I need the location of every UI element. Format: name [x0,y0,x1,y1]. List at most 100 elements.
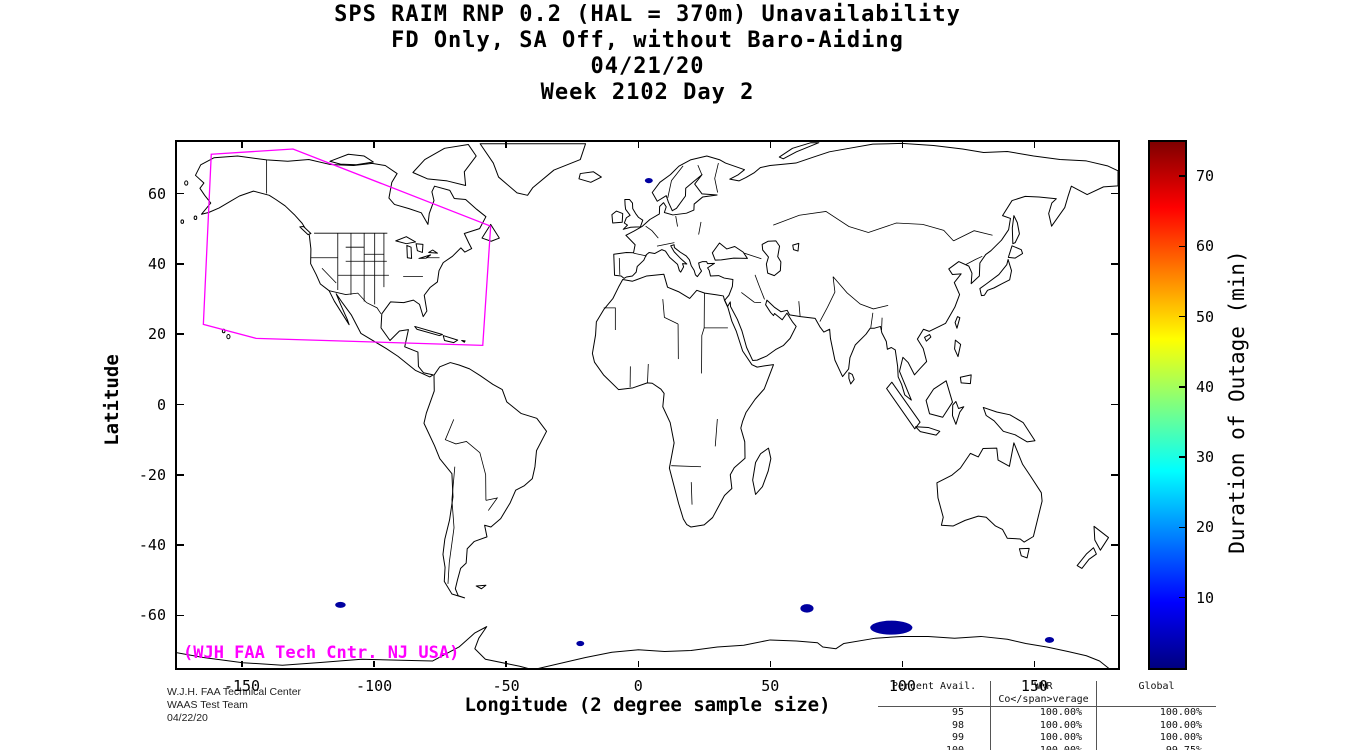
stats-cell: 100.00% [990,732,1096,745]
waas-coverage-outline [203,149,490,345]
stats-cell: 99 [951,732,964,743]
borneo-outline [926,381,952,417]
colorbar-tick-mark [1179,175,1186,177]
y-tick-label: -60 [138,606,166,625]
hainan-outline [925,335,931,342]
britain-outline [623,200,643,230]
y-tick-mark [1111,403,1118,406]
title-line-3: 04/21/20 [590,54,705,79]
title-line-2: FD Only, SA Off, without Baro-Aiding [391,28,904,53]
y-tick-mark [1111,544,1118,546]
y-tick-mark [177,333,184,335]
vancouver-island-outline [300,227,311,235]
x-tick-label: 0 [633,677,643,695]
x-axis-label: Longitude (2 degree sample size) [464,694,831,716]
caspian-sea-outline [762,241,781,276]
x-tick-label: -50 [492,677,520,695]
stats-table-row: 98 100.00% 100.00% [878,719,1216,732]
aral-sea-outline [793,243,799,251]
y-tick-mark [1111,263,1118,265]
x-tick-mark [241,142,243,148]
stats-cell: 100 [945,744,964,750]
outage-region [335,601,346,608]
x-tick-mark [901,661,904,667]
y-tick-label: 20 [147,325,166,344]
africa-outline [592,274,773,527]
credit-line-1: W.J.H. FAA Technical Center [167,686,302,698]
stats-cell: 100.00% [990,707,1096,720]
iceland-outline [579,172,601,183]
stats-cell: 100.00% [990,719,1096,732]
x-tick-mark [769,142,772,148]
x-tick-mark [637,661,639,667]
hispaniola-outline [443,336,457,343]
world-map [177,142,1118,668]
y-tick-label: 0 [156,395,166,414]
falklands-outline [476,585,486,589]
stats-cell: 95 [951,707,964,718]
aleutian-island-dot [194,216,197,220]
colorbar-tick-mark [1179,315,1186,318]
antarctica-outline [177,627,1118,668]
y-tick-mark [1111,614,1118,617]
colorbar-tick-label: 70 [1196,167,1215,186]
outage-region [800,604,814,613]
black-sea-outline [712,243,747,260]
new-guinea-outline [983,407,1035,441]
y-tick-mark [177,263,184,265]
sulawesi-outline [952,401,963,424]
stats-header-row: Percent Avail. WNR Co</span>verage Globa… [878,681,1216,707]
stats-cell: 99.75% [1096,744,1216,750]
sakhalin-outline [1012,216,1019,244]
cuba-outline [415,326,443,335]
y-tick-label: 40 [147,254,166,273]
taiwan-outline [955,317,960,329]
colorbar-tick-mark [1179,386,1186,388]
new-zealand-south-outline [1077,548,1096,569]
outage-regions [335,177,1055,647]
colorbar-tick-label: 60 [1196,237,1215,256]
map-plot-area [175,140,1120,670]
outage-region [576,640,585,647]
hokkaido-outline [1008,246,1022,258]
baffin-island-outline [413,144,476,185]
stats-header-wnr-coverage: WNR Co</span>verage [990,681,1096,707]
x-tick-mark [241,661,243,667]
north-america-outline [195,156,485,377]
x-tick-label: -100 [356,677,393,695]
australia-outline [937,443,1042,542]
colorbar-label: Duration of Outage (min) [1225,250,1249,554]
x-tick-label: 150 [1020,677,1049,695]
availability-stats-table: Percent Avail. WNR Co</span>verage Globa… [878,681,1216,750]
x-tick-mark [1033,142,1036,148]
philippines-outline [955,340,972,383]
y-tick-mark [177,474,184,476]
aleutian-island-dot [185,181,188,185]
great-lakes-outline [396,237,438,259]
x-tick-mark [373,661,375,667]
title-line-4: Week 2102 Day 2 [540,80,755,105]
x-tick-label: 100 [888,677,916,695]
victoria-island-outline [330,154,373,165]
x-tick-mark [373,142,375,148]
colorbar-tick-label: 30 [1196,448,1215,467]
y-tick-label: -40 [138,536,166,555]
stats-table-row: 99 100.00% 100.00% [878,732,1216,745]
x-tick-mark [1033,661,1036,667]
madagascar-outline [753,448,771,494]
y-tick-label: -20 [138,465,166,484]
stats-cell: 98 [951,719,964,731]
credit-line-3: 04/22/20 [167,712,208,724]
title-line-1: SPS RAIM RNP 0.2 (HAL = 370m) Unavailabi… [334,2,961,27]
outage-region [870,620,913,635]
x-tick-mark [637,142,639,148]
x-tick-mark [769,661,772,667]
puerto-rico-outline [462,340,465,342]
colorbar-tick-label: 50 [1196,307,1215,326]
x-tick-mark [505,142,507,148]
credit-line-2: WAAS Test Team [167,699,248,711]
colorbar-tick-mark [1179,526,1186,529]
y-tick-label: 60 [147,184,166,203]
colorbar-tick-mark [1179,596,1186,599]
